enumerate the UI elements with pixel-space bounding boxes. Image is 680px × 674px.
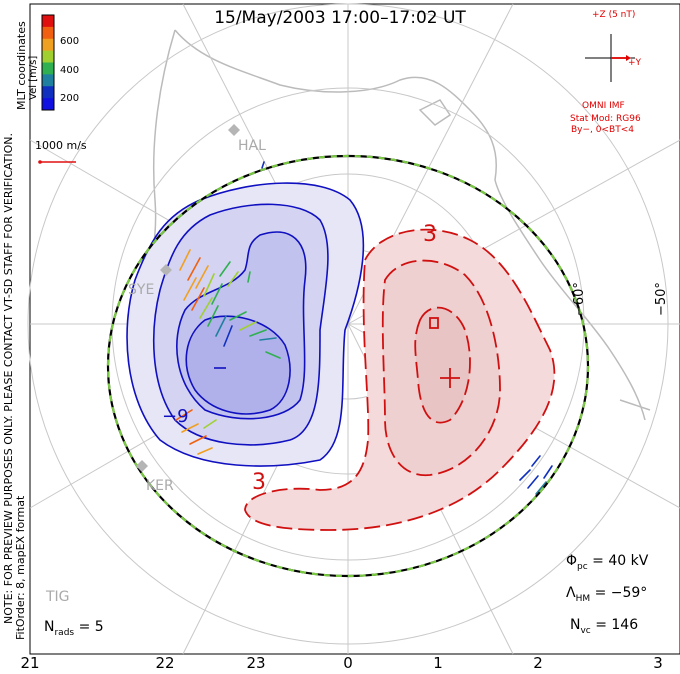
negative-cell xyxy=(126,182,365,467)
imf-model: Stat Mod: RG96 xyxy=(570,114,641,124)
reference-vector-label: 1000 m/s xyxy=(35,139,87,152)
map-title: 15/May/2003 17:00–17:02 UT xyxy=(214,8,466,28)
imf-condition: By−, 0<BT<4 xyxy=(571,125,634,135)
stat-nvc-value: = 146 xyxy=(595,617,639,633)
colorbar-segment xyxy=(42,74,54,87)
velocity-scale-label: Vel [m/s] xyxy=(28,55,39,100)
contour-label-pos-top: 3 xyxy=(423,222,437,247)
stat-nrads-symbol: N xyxy=(44,619,55,635)
colorbar-segment xyxy=(42,38,54,52)
imf-z-label: +Z (5 nT) xyxy=(592,10,636,20)
mlt-tick-3: 3 xyxy=(653,654,663,672)
latitude-label-50: −50° xyxy=(654,282,669,316)
colorbar-segment xyxy=(42,98,54,111)
colorbar-frame xyxy=(41,14,55,111)
velocity-tick-600: 600 xyxy=(60,36,80,47)
colorbar-segment xyxy=(42,15,54,28)
mlt-tick-0: 0 xyxy=(343,654,353,672)
velocity-colorbar xyxy=(42,15,54,111)
fitorder-note: FitOrder: 8, mapEX format xyxy=(14,495,27,640)
mlt-tick-23: 23 xyxy=(246,654,266,672)
reference-vector-dot xyxy=(38,160,42,164)
velocity-vectors xyxy=(175,161,553,495)
velocity-tick-200: 200 xyxy=(60,93,80,104)
mlt-tick-21: 21 xyxy=(20,654,40,672)
mlt-tick-2: 2 xyxy=(533,654,543,672)
stat-lambda-hm: ΛHM = −59° xyxy=(566,585,647,604)
imf-source: OMNI IMF xyxy=(582,101,625,111)
stat-phi-symbol: Φ xyxy=(566,553,578,569)
stat-lambda-sub: HM xyxy=(575,593,591,604)
contour-label-pos-bottom: 3 xyxy=(252,470,266,495)
hm-boundary-dash xyxy=(106,154,590,578)
imf-y-label: +Y xyxy=(628,58,642,68)
station-label-tig: TIG xyxy=(46,589,70,605)
colorbar-segment xyxy=(42,26,54,40)
stat-nvc-sub: vc xyxy=(580,625,591,636)
station-label-hal: HAL xyxy=(238,138,266,154)
stat-phi-sub: pc xyxy=(577,561,588,572)
mlt-tick-1: 1 xyxy=(433,654,443,672)
coords-note: MLT coordinates xyxy=(15,21,28,110)
imf-arrowhead xyxy=(626,55,631,61)
latitude-label-60: −60° xyxy=(572,282,587,316)
positive-cell xyxy=(244,228,556,531)
stat-nrads-sub: rads xyxy=(54,627,75,638)
velocity-tick-400: 400 xyxy=(60,65,80,76)
mlt-tick-22: 22 xyxy=(155,654,175,672)
station-label-sye: SYE xyxy=(128,282,155,298)
stat-nvc-symbol: N xyxy=(570,617,581,633)
contour-label-neg: −9 xyxy=(162,406,189,427)
stat-lambda-value: = −59° xyxy=(594,585,648,601)
colorbar-segment xyxy=(42,62,54,75)
station-label-ker: KER xyxy=(146,478,174,494)
colorbar-segment xyxy=(42,50,54,63)
stat-lambda-symbol: Λ xyxy=(566,585,576,601)
stat-nrads-value: = 5 xyxy=(78,619,104,635)
stat-n-rads: Nrads = 5 xyxy=(44,619,104,638)
station-markers xyxy=(136,124,240,472)
stat-n-vc: Nvc = 146 xyxy=(570,617,638,636)
stat-phi-value: = 40 kV xyxy=(592,553,649,569)
colorbar-segment xyxy=(42,86,54,99)
stat-phi-pc: Φpc = 40 kV xyxy=(566,553,648,572)
